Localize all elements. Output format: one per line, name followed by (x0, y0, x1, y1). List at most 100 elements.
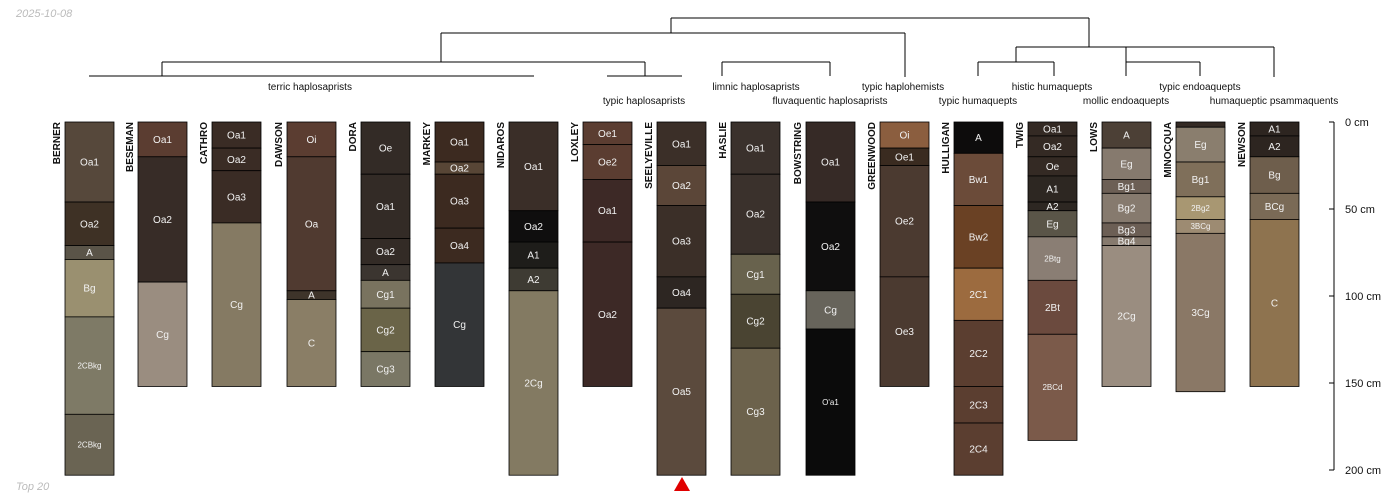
horizon-label: A (975, 133, 982, 144)
taxon-label-terric-haplosaprists: terric haplosaprists (268, 82, 352, 93)
horizon-hulligan (953, 319, 1004, 387)
horizon-loxley (582, 144, 633, 180)
horizon-newson (1249, 156, 1300, 194)
horizon-label: 2BCd (1042, 383, 1062, 392)
horizon-label: Oa4 (672, 288, 691, 299)
horizon-berner (64, 259, 115, 318)
horizon-label: Oa2 (746, 210, 765, 221)
horizon-label: Oi (307, 135, 317, 146)
depth-axis-tick-label: 50 cm (1345, 204, 1375, 216)
horizon-cathro (211, 170, 262, 224)
horizon-label: Bg4 (1118, 237, 1136, 248)
horizon-label: Oe2 (895, 217, 914, 228)
horizon-label: A (86, 248, 93, 259)
horizon-label: Oa1 (80, 158, 99, 169)
horizon-label: 2C4 (969, 445, 988, 456)
horizon-markey (434, 173, 485, 229)
horizon-bowstring (805, 121, 856, 203)
horizon-label: 2CBkg (77, 441, 101, 450)
horizon-label: A2 (1268, 142, 1281, 153)
horizon-nidaros (508, 241, 559, 269)
horizon-minocqua (1175, 232, 1226, 393)
horizon-bowstring (805, 328, 856, 476)
horizon-greenwood (879, 276, 930, 387)
horizon-label: Oa2 (821, 242, 840, 253)
horizon-label: Oe1 (895, 152, 914, 163)
horizon-label: Cg1 (376, 290, 395, 301)
horizon-twig (1027, 236, 1078, 281)
horizon-twig (1027, 333, 1078, 441)
horizon-label: Oa (305, 219, 319, 230)
taxon-label-histic-humaquepts: histic humaquepts (1012, 82, 1093, 93)
horizon-markey (434, 262, 485, 387)
horizon-dawson (286, 156, 337, 292)
depth-axis-tick-label: 200 cm (1345, 465, 1381, 477)
horizon-label: Oa1 (821, 158, 840, 169)
horizon-label: Oa3 (450, 197, 469, 208)
horizon-label: Oa1 (746, 144, 765, 155)
horizon-hulligan (953, 386, 1004, 424)
horizon-label: 2Bg2 (1191, 204, 1210, 213)
profile-name-greenwood: GREENWOOD (867, 122, 878, 190)
horizon-label: A2 (527, 275, 540, 286)
profile-name-minocqua: MINOCQUA (1163, 122, 1174, 178)
horizon-label: C (308, 338, 315, 349)
depth-axis-tick-label: 150 cm (1345, 378, 1381, 390)
horizon-label: Cg (156, 330, 169, 341)
horizon-lows (1101, 147, 1152, 180)
taxon-label-typic-haplosaprists: typic haplosaprists (603, 96, 685, 107)
horizon-label: Cg1 (746, 270, 765, 281)
horizon-label: Oe (379, 144, 393, 155)
horizon-label: 2Btg (1044, 254, 1060, 263)
horizon-label: Oe3 (895, 327, 914, 338)
profile-name-beseman: BESEMAN (125, 122, 136, 172)
horizon-label: Oa1 (672, 139, 691, 150)
horizon-label: Oa1 (153, 135, 172, 146)
horizon-label: Oi (900, 131, 910, 142)
profile-name-hulligan: HULLIGAN (941, 122, 952, 174)
horizon-dora (360, 307, 411, 353)
horizon-beseman (137, 281, 188, 387)
horizon-label: Oe1 (598, 129, 617, 140)
depth-axis-tick-label: 100 cm (1345, 291, 1381, 303)
horizon-label: Oa4 (450, 241, 469, 252)
horizon-label: Cg (230, 300, 243, 311)
horizon-label: 2Cg (1117, 312, 1135, 323)
horizon-label: 3Cg (1191, 308, 1209, 319)
horizon-label: Bg2 (1118, 204, 1136, 215)
horizon-label: Oa2 (227, 155, 246, 166)
horizon-label: O'a1 (822, 398, 839, 407)
horizon-label: Cg (453, 320, 466, 331)
horizon-hulligan (953, 422, 1004, 476)
horizon-minocqua (1175, 121, 1226, 128)
horizon-twig (1027, 175, 1078, 203)
horizon-label: 2CBkg (77, 361, 101, 370)
horizon-label: Cg2 (376, 325, 395, 336)
horizon-cathro (211, 121, 262, 149)
horizon-newson (1249, 219, 1300, 387)
taxon-label-mollic-endoaquepts: mollic endoaquepts (1083, 96, 1169, 107)
horizon-label: Bg3 (1118, 225, 1136, 236)
horizon-minocqua (1175, 126, 1226, 163)
horizon-label: Cg (824, 305, 837, 316)
taxon-label-fluvaquentic-haplosaprists: fluvaquentic haplosaprists (772, 96, 887, 107)
profile-name-berner: BERNER (52, 121, 63, 164)
date-label: 2025-10-08 (16, 8, 73, 20)
horizon-label: Oe (1046, 162, 1060, 173)
horizon-label: Oa1 (524, 162, 543, 173)
horizon-label: Oa5 (672, 387, 691, 398)
horizon-label: Oa3 (672, 237, 691, 248)
profile-name-nidaros: NIDAROS (496, 122, 507, 168)
horizon-label: 3BCg (1190, 222, 1210, 231)
horizon-label: 2C3 (969, 400, 988, 411)
horizon-label: Bg1 (1118, 182, 1136, 193)
horizon-label: 2Bt (1045, 303, 1060, 314)
horizon-dawson (286, 299, 337, 387)
horizon-seelyeville (656, 205, 707, 278)
horizon-greenwood (879, 121, 930, 149)
horizon-label: Oa2 (598, 310, 617, 321)
horizon-dora (360, 121, 411, 175)
horizon-dora (360, 279, 411, 309)
profile-name-cathro: CATHRO (199, 122, 210, 164)
